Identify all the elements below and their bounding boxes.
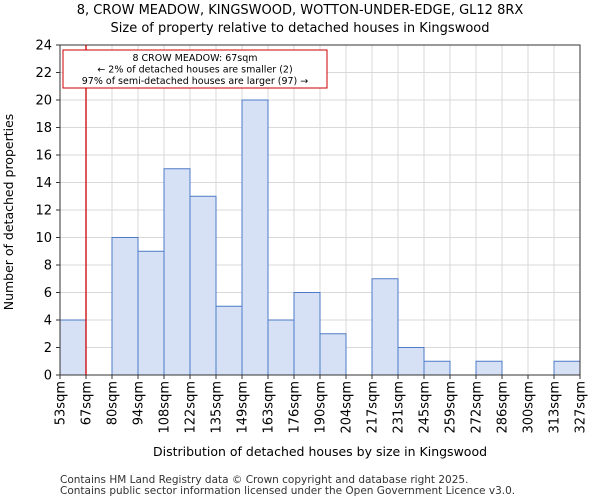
histogram-bar: [423, 360, 451, 376]
y-tick-label: 2: [44, 341, 52, 356]
annotation-line: ← 2% of detached houses are smaller (2): [97, 65, 292, 76]
footer-line-1: Contains HM Land Registry data © Crown c…: [60, 474, 469, 486]
x-tick-label: 245sqm: [418, 381, 433, 434]
y-tick-label: 14: [35, 176, 52, 191]
chart-title: 8, CROW MEADOW, KINGSWOOD, WOTTON-UNDER-…: [76, 3, 524, 18]
y-tick-label: 6: [44, 286, 52, 301]
x-tick-label: 231sqm: [392, 381, 407, 434]
y-tick-label: 10: [35, 231, 52, 246]
histogram-bar: [267, 319, 295, 376]
x-tick-label: 108sqm: [158, 381, 173, 434]
histogram-bar: [293, 292, 321, 376]
x-tick-label: 259sqm: [444, 381, 459, 434]
y-tick-label: 18: [35, 121, 52, 136]
x-axis-label: Distribution of detached houses by size …: [153, 444, 487, 459]
x-tick-label: 204sqm: [340, 381, 355, 434]
y-tick-label: 8: [44, 259, 52, 274]
histogram-bar: [189, 195, 217, 376]
y-tick-label: 16: [35, 149, 52, 164]
histogram-bar: [241, 99, 269, 376]
histogram-bar: [163, 168, 191, 376]
y-tick-label: 12: [35, 204, 52, 219]
y-axis-label: Number of detached properties: [1, 114, 16, 311]
x-tick-label: 286sqm: [496, 381, 511, 434]
bar-layer: [59, 99, 581, 376]
footer-line-2: Contains public sector information licen…: [60, 485, 516, 497]
x-tick-label: 176sqm: [288, 381, 303, 434]
x-tick-label: 67sqm: [80, 381, 95, 425]
y-tick-label: 22: [35, 66, 52, 81]
x-tick-label: 313sqm: [548, 381, 563, 434]
x-tick-label: 122sqm: [184, 381, 199, 434]
annotation-line: 8 CROW MEADOW: 67sqm: [132, 53, 257, 64]
x-tick-label: 149sqm: [236, 381, 251, 434]
y-tick-label: 4: [44, 314, 52, 329]
histogram-bar: [319, 333, 347, 376]
histogram-bar: [59, 319, 87, 376]
x-tick-label: 53sqm: [54, 381, 69, 425]
annotation-line: 97% of semi-detached houses are larger (…: [82, 76, 309, 87]
histogram-bar: [553, 360, 581, 376]
x-tick-label: 190sqm: [314, 381, 329, 434]
x-tick-label: 163sqm: [262, 381, 277, 434]
annotation-layer: 8 CROW MEADOW: 67sqm← 2% of detached hou…: [62, 45, 328, 375]
histogram-bar: [371, 278, 399, 376]
x-tick-label: 327sqm: [574, 381, 589, 434]
y-tick-label: 24: [35, 39, 52, 54]
histogram-bar: [137, 250, 165, 376]
x-tick-label: 135sqm: [210, 381, 225, 434]
chart-subtitle: Size of property relative to detached ho…: [110, 21, 490, 36]
y-tick-label: 20: [35, 94, 52, 109]
histogram-bar: [475, 360, 503, 376]
y-tick-label: 0: [44, 369, 52, 384]
x-tick-label: 300sqm: [522, 381, 537, 434]
x-tick-label: 94sqm: [132, 381, 147, 425]
x-tick-label: 272sqm: [470, 381, 485, 434]
histogram-bar: [215, 305, 243, 376]
x-tick-label: 80sqm: [106, 381, 121, 425]
annotation-box: [62, 49, 328, 89]
x-tick-label: 217sqm: [366, 381, 381, 434]
histogram-bar: [111, 237, 139, 376]
histogram-bar: [397, 347, 425, 376]
